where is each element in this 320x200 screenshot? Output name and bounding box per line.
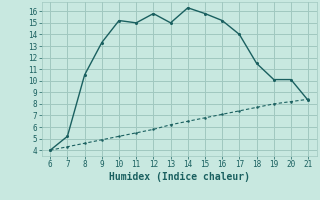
- X-axis label: Humidex (Indice chaleur): Humidex (Indice chaleur): [109, 172, 250, 182]
